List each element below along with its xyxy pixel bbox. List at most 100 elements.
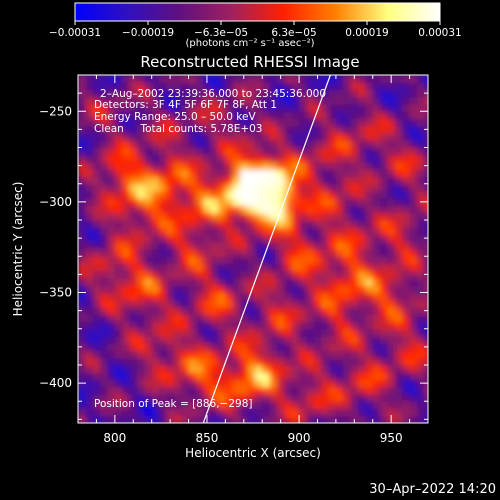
heatmap-cell [416,191,425,199]
heatmap-cell [335,415,344,423]
heatmap-cell [122,386,131,395]
heatmap-cell [350,401,359,410]
heatmap-cell [144,147,153,156]
heatmap-cell [129,401,138,410]
heatmap-cell [276,111,285,120]
heatmap-cell [129,82,138,91]
heatmap-cell [299,249,308,257]
heatmap-cell [358,379,366,388]
heatmap-cell [313,386,322,395]
heatmap-cell [269,285,278,294]
heatmap-cell [262,314,271,323]
heatmap-cell [114,96,123,105]
heatmap-cell [380,104,389,112]
heatmap-cell [276,292,285,301]
heatmap-cell [114,415,123,423]
heatmap-cell [218,408,226,417]
heatmap-cell [402,140,411,149]
heatmap-cell [269,321,278,330]
heatmap-cell [343,133,352,141]
heatmap-cell [262,336,271,344]
heatmap-cell [159,234,168,243]
heatmap-cell [328,183,337,192]
heatmap-cell [299,365,308,373]
heatmap-cell [409,169,418,178]
heatmap-cell [387,408,396,417]
heatmap-cell [409,198,418,207]
heatmap-cell [203,125,212,134]
heatmap-cell [218,212,226,221]
heatmap-cell [78,104,86,112]
heatmap-cell [107,343,116,352]
heatmap-cell [210,270,219,279]
heatmap-cell [328,176,337,185]
heatmap-cell [151,154,160,163]
heatmap-cell [321,372,330,381]
heatmap-cell [394,307,403,315]
heatmap-cell [394,249,403,257]
heatmap-cell [299,133,308,141]
heatmap-cell [159,205,168,214]
heatmap-cell [284,278,293,286]
heatmap-cell [328,343,337,352]
heatmap-cell [136,75,145,83]
heatmap-cell [203,176,212,185]
heatmap-cell [210,183,219,192]
heatmap-cell [269,292,278,301]
heatmap-cell [122,408,131,417]
heatmap-cell [114,147,123,156]
heatmap-cell [240,249,249,257]
heatmap-cell [173,270,182,279]
heatmap-cell [402,408,411,417]
heatmap-cell [387,394,396,402]
heatmap-cell [365,220,374,228]
heatmap-cell [203,133,212,141]
heatmap-cell [321,328,330,337]
heatmap-cell [416,234,425,243]
heatmap-cell [402,75,411,83]
heatmap-cell [107,357,116,366]
heatmap-cell [85,350,94,359]
heatmap-cell [306,372,315,381]
heatmap-cell [114,154,123,163]
heatmap-cell [92,220,101,228]
heatmap-cell [232,140,241,149]
heatmap-cell [107,292,116,301]
heatmap-cell [276,154,285,163]
heatmap-cell [129,343,138,352]
heatmap-cell [159,314,168,323]
heatmap-cell [188,328,197,337]
heatmap-cell [424,111,428,120]
heatmap-cell [350,379,359,388]
heatmap-cell [114,394,123,402]
heatmap-cell [372,220,381,228]
heatmap-cell [365,82,374,91]
heatmap-cell [358,357,366,366]
heatmap-cell [416,314,425,323]
heatmap-cell [85,365,94,373]
heatmap-cell [195,379,204,388]
heatmap-cell [85,227,94,236]
heatmap-cell [166,386,175,395]
heatmap-cell [225,104,234,112]
heatmap-cell [114,241,123,250]
heatmap-cell [291,401,300,410]
heatmap-cell [159,118,168,127]
heatmap-cell [92,394,101,402]
heatmap-cell [350,176,359,185]
heatmap-cell [203,154,212,163]
heatmap-cell [306,350,315,359]
heatmap-cell [254,133,263,141]
heatmap-cell [291,299,300,308]
heatmap-cell [114,82,123,91]
heatmap-cell [343,96,352,105]
heatmap-cell [181,162,190,170]
heatmap-cell [276,104,285,112]
heatmap-cell [269,270,278,279]
heatmap-cell [380,227,389,236]
heatmap-cell [136,299,145,308]
heatmap-cell [402,386,411,395]
heatmap-cell [92,191,101,199]
heatmap-cell [313,162,322,170]
heatmap-cell [173,343,182,352]
